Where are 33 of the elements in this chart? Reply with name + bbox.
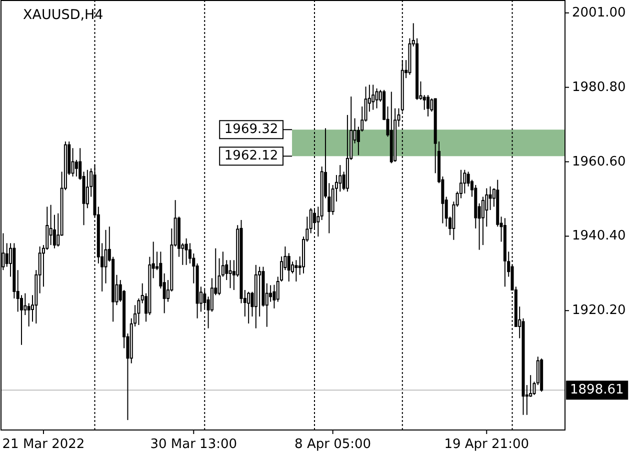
x-tick-label: 8 Apr 05:00 <box>294 437 372 452</box>
y-tick-label: 1920.20 <box>572 303 626 318</box>
x-tick-label: 19 Apr 21:00 <box>444 437 530 452</box>
candlestick <box>269 284 272 302</box>
candlestick <box>272 284 276 309</box>
candlestick <box>294 260 298 282</box>
candlestick <box>422 94 426 110</box>
candlestick <box>463 169 466 194</box>
candlestick <box>24 292 27 316</box>
annotation: 1962.12 <box>224 148 278 164</box>
candlestick <box>247 291 250 324</box>
text: XAUUSD,H4 <box>23 7 104 23</box>
candlestick <box>287 252 290 282</box>
x-tick-label: 21 Mar 2022 <box>2 437 85 452</box>
candlestick <box>49 204 52 246</box>
candlestick <box>74 159 78 177</box>
price-tag: 1898.61 <box>566 380 628 400</box>
candlestick <box>137 298 140 326</box>
x-tick-label: 30 Mar 13:00 <box>150 437 238 452</box>
candlestick <box>372 84 375 110</box>
annotation: 1969.32 <box>224 122 278 138</box>
candlestick <box>184 238 188 266</box>
candlestick <box>375 88 378 109</box>
y-tick-label: 2001.00 <box>572 5 626 20</box>
y-tick-label: 1940.40 <box>572 228 626 244</box>
candlestick <box>426 94 430 117</box>
y-tick-label: 1980.80 <box>572 80 626 95</box>
ref-line-label: 1898.61 <box>570 382 624 398</box>
y-tick-label: 1960.60 <box>572 154 626 170</box>
candlestick <box>5 242 8 268</box>
candlestick <box>488 186 492 211</box>
candlestick <box>71 148 74 177</box>
candlestick <box>228 260 232 289</box>
